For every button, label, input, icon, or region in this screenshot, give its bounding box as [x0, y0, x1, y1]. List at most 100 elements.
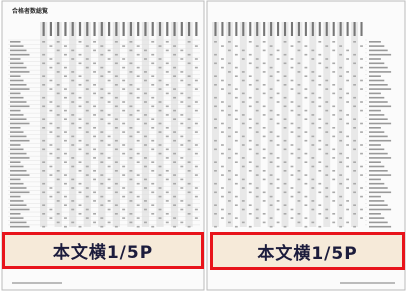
cell-text [93, 50, 96, 52]
cell-text [256, 217, 259, 219]
cell-text [93, 93, 96, 95]
row-name [10, 114, 24, 116]
cell-text [129, 192, 132, 194]
cell-text [256, 196, 259, 198]
cell-text [79, 226, 82, 228]
cell-text [263, 41, 266, 43]
row-name [369, 174, 391, 176]
cell-text [235, 161, 238, 163]
row-name [10, 166, 24, 168]
cell-text [42, 183, 45, 185]
cell-text [137, 204, 140, 206]
column-header [108, 22, 110, 36]
row-name [10, 140, 30, 142]
cell-text [100, 217, 103, 219]
cell-text [325, 196, 328, 198]
cell-text [79, 127, 82, 129]
cell-text [263, 50, 266, 52]
cell-text [57, 50, 60, 52]
cell-text [49, 110, 52, 112]
column-header [333, 22, 335, 36]
row-name [369, 200, 384, 202]
cell-text [214, 192, 217, 194]
cell-text [235, 67, 238, 69]
cell-text [318, 118, 321, 120]
cell-text [318, 97, 321, 99]
cell-text [249, 41, 252, 43]
cell-text [270, 140, 273, 142]
cell-text [173, 118, 176, 120]
cell-text [291, 153, 294, 155]
cell-text [263, 222, 266, 224]
cell-text [284, 204, 287, 206]
cell-text [188, 118, 191, 120]
cell-text [332, 50, 335, 52]
cell-text [228, 71, 231, 73]
column-header [214, 22, 216, 36]
cell-text [188, 63, 191, 65]
cell-text [228, 50, 231, 52]
cell-text [180, 222, 183, 224]
cell-text [144, 157, 147, 159]
cell-text [332, 222, 335, 224]
row-name [369, 50, 388, 52]
cell-text [180, 157, 183, 159]
cell-text [108, 58, 111, 60]
cell-text [249, 118, 252, 120]
cell-text [277, 50, 280, 52]
cell-text [235, 153, 238, 155]
column-stripe [295, 22, 302, 227]
cell-text [221, 187, 224, 189]
cell-text [129, 149, 132, 151]
cell-text [122, 217, 125, 219]
cell-text [180, 101, 183, 103]
cell-text [221, 166, 224, 168]
cell-text [188, 41, 191, 43]
cell-text [242, 187, 245, 189]
cell-text [221, 217, 224, 219]
cell-text [214, 161, 217, 163]
cell-text [249, 127, 252, 129]
cell-text [228, 84, 231, 86]
row-name [369, 161, 381, 163]
cell-text [151, 97, 154, 99]
cell-text [64, 75, 67, 77]
cell-text [221, 123, 224, 125]
cell-text [242, 157, 245, 159]
cell-text [151, 149, 154, 151]
cell-text [256, 110, 259, 112]
cell-text [235, 110, 238, 112]
row-name [10, 88, 30, 90]
cell-text [151, 41, 154, 43]
cell-text [291, 187, 294, 189]
cell-text [311, 222, 314, 224]
cell-text [318, 213, 321, 215]
cell-text [159, 187, 162, 189]
cell-text [137, 75, 140, 77]
cell-text [159, 144, 162, 146]
cell-text [353, 127, 356, 129]
cell-text [242, 123, 245, 125]
cell-text [108, 123, 111, 125]
cell-text [228, 192, 231, 194]
cell-text [263, 63, 266, 65]
cell-text [86, 209, 89, 211]
cell-text [180, 179, 183, 181]
row-name [10, 97, 24, 99]
cell-text [49, 80, 52, 82]
cell-text [108, 187, 111, 189]
column-header [86, 22, 88, 36]
row-name [369, 118, 388, 120]
cell-text [144, 200, 147, 202]
cell-text [298, 157, 301, 159]
cell-text [332, 179, 335, 181]
cell-text [277, 144, 280, 146]
cell-text [151, 170, 154, 172]
row-name [10, 110, 21, 112]
cell-text [284, 213, 287, 215]
cell-text [346, 101, 349, 103]
cell-text [298, 136, 301, 138]
cell-text [122, 45, 125, 47]
cell-text [270, 97, 273, 99]
cell-text [137, 174, 140, 176]
